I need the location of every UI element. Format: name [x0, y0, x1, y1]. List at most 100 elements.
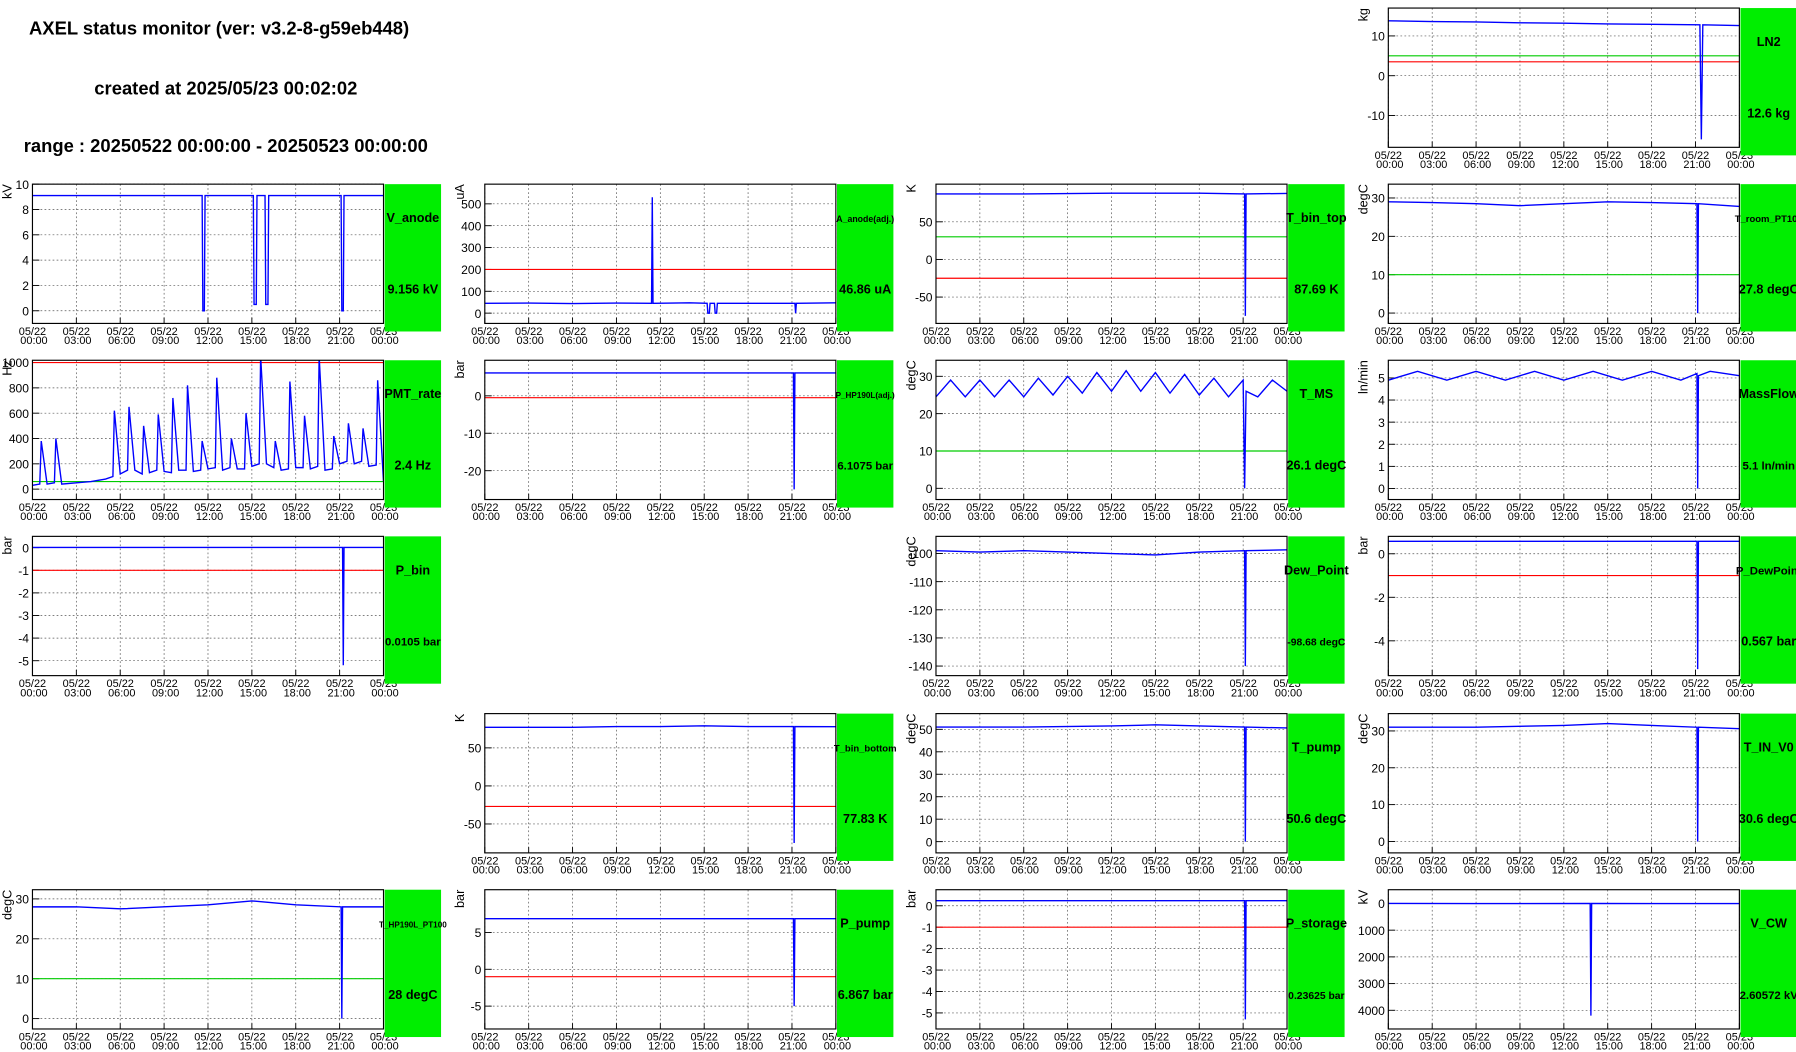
- x-tick-label: 05/22 03:00: [513, 326, 543, 347]
- y-tick-label: 20: [1371, 230, 1385, 244]
- status-value: 12.6 kg: [1747, 106, 1790, 120]
- x-tick-label: 05/22 15:00: [1140, 855, 1170, 876]
- y-axis-label: degC: [904, 714, 918, 744]
- y-axis-label: kV: [1357, 889, 1371, 904]
- data-line: [484, 197, 836, 314]
- x-tick-label: 05/22 06:00: [1009, 502, 1039, 523]
- y-tick-label: -1: [922, 921, 933, 935]
- data-line: [1388, 20, 1740, 140]
- status-box: [384, 889, 442, 1038]
- x-tick-label: 05/22 12:00: [645, 502, 675, 523]
- y-axis-label: uA: [453, 184, 467, 200]
- x-tick-label: 05/23 00:00: [1272, 502, 1302, 523]
- y-tick-label: -2: [922, 942, 933, 956]
- status-box: [1740, 713, 1796, 861]
- y-tick-label: 0: [475, 780, 482, 794]
- y-tick-label: 0: [22, 304, 29, 318]
- data-line: [935, 724, 1288, 842]
- status-value: 0.23625 bar: [1288, 991, 1344, 1002]
- x-tick-label: 05/22 15:00: [689, 326, 719, 347]
- y-tick-label: 10: [16, 178, 30, 192]
- y-tick-label: 8: [22, 203, 29, 217]
- x-tick-label: 05/22 06:00: [1461, 855, 1491, 876]
- x-tick-label: 05/22 18:00: [281, 502, 311, 523]
- y-axis-label: kV: [1, 184, 15, 199]
- panel: 05/22 00:00 05/22 03:00 05/22 06:00 05/22 0…: [904, 359, 1346, 523]
- y-tick-label: 50: [919, 723, 933, 737]
- status-box: [1740, 184, 1796, 332]
- y-axis-label: bar: [1357, 536, 1371, 554]
- data-line: [484, 725, 836, 843]
- y-tick-label: -10: [464, 427, 482, 441]
- x-tick-label: 05/22 15:00: [1593, 502, 1623, 523]
- x-tick-label: 05/22 03:00: [61, 502, 91, 523]
- y-tick-label: 10: [1371, 268, 1385, 282]
- x-tick-label: 05/22 09:00: [149, 502, 179, 523]
- y-tick-label: -50: [464, 818, 482, 832]
- x-tick-label: 05/22 18:00: [1636, 678, 1666, 699]
- x-tick-label: 05/22 03:00: [61, 678, 91, 699]
- x-tick-label: 05/22 03:00: [1417, 326, 1447, 347]
- x-tick-label: 05/22 18:00: [1636, 150, 1666, 171]
- x-tick-label: 05/22 03:00: [965, 678, 995, 699]
- x-tick-label: 05/22 09:00: [149, 326, 179, 347]
- y-tick-label: 10: [1371, 30, 1385, 44]
- x-tick-label: 05/22 03:00: [513, 502, 543, 523]
- plot-frame: [1387, 183, 1740, 325]
- status-value: 50.6 degC: [1286, 812, 1346, 826]
- plot-frame: [31, 359, 385, 501]
- data-line: [935, 192, 1288, 316]
- plot-frame: [484, 889, 837, 1030]
- status-name: V_CW: [1750, 917, 1787, 931]
- x-tick-label: 05/22 03:00: [513, 855, 543, 876]
- data-line: [935, 369, 1288, 489]
- x-tick-label: 05/22 18:00: [1184, 502, 1214, 523]
- panel: 05/22 00:00 05/22 03:00 05/22 06:00 05/22 0…: [1357, 889, 1796, 1052]
- status-value: 30.6 degC: [1739, 812, 1796, 826]
- x-tick-label: 05/22 00:00: [17, 326, 47, 347]
- panel: 05/22 00:00 05/22 03:00 05/22 06:00 05/22 0…: [453, 713, 897, 877]
- y-tick-label: 0: [926, 482, 933, 496]
- x-tick-label: 05/22 18:00: [1184, 1031, 1214, 1052]
- x-tick-label: 05/22 09:00: [1505, 678, 1535, 699]
- y-tick-label: 4: [1378, 394, 1385, 408]
- data-line: [1388, 540, 1740, 670]
- x-tick-label: 05/22 18:00: [1184, 326, 1214, 347]
- status-value: 87.69 K: [1294, 283, 1339, 297]
- status-value: 0.0105 bar: [385, 637, 441, 649]
- y-tick-label: 2: [22, 279, 29, 293]
- x-tick-label: 05/22 03:00: [1417, 150, 1447, 171]
- x-tick-label: 05/22 09:00: [1052, 1031, 1082, 1052]
- x-tick-label: 05/22 12:00: [645, 326, 675, 347]
- created-at: created at 2025/05/23 00:02:02: [94, 77, 357, 98]
- x-tick-label: 05/22 03:00: [61, 1031, 91, 1052]
- y-tick-label: 10: [919, 813, 933, 827]
- x-tick-label: 05/22 21:00: [324, 678, 354, 699]
- x-tick-label: 05/22 12:00: [1096, 326, 1126, 347]
- x-tick-label: 05/22 18:00: [733, 326, 763, 347]
- plot-frame: [1387, 889, 1740, 1030]
- y-tick-label: 0: [1378, 482, 1385, 496]
- plot-frame: [935, 183, 1288, 325]
- x-tick-label: 05/22 06:00: [1461, 678, 1491, 699]
- plot-frame: [31, 535, 385, 677]
- y-axis-label: Hz: [1, 360, 15, 375]
- plot-frame: [935, 889, 1288, 1030]
- panel: 05/22 00:00 05/22 03:00 05/22 06:00 05/22 0…: [904, 713, 1346, 877]
- y-tick-label: 5: [475, 926, 482, 940]
- x-tick-label: 05/22 06:00: [105, 326, 135, 347]
- x-tick-label: 05/22 06:00: [1461, 1031, 1491, 1052]
- x-tick-label: 05/22 18:00: [281, 678, 311, 699]
- data-line: [32, 900, 384, 1019]
- x-tick-label: 05/22 00:00: [17, 678, 47, 699]
- x-tick-label: 05/22 12:00: [193, 326, 223, 347]
- x-tick-label: 05/22 09:00: [149, 678, 179, 699]
- x-tick-label: 05/22 21:00: [1680, 1031, 1710, 1052]
- x-tick-label: 05/22 15:00: [689, 502, 719, 523]
- x-tick-label: 05/22 15:00: [689, 1031, 719, 1052]
- x-tick-label: 05/22 12:00: [1549, 678, 1579, 699]
- y-tick-label: 50: [919, 215, 933, 229]
- y-tick-label: -4: [922, 985, 933, 999]
- x-tick-label: 05/22 18:00: [1636, 326, 1666, 347]
- x-tick-label: 05/22 21:00: [777, 1031, 807, 1052]
